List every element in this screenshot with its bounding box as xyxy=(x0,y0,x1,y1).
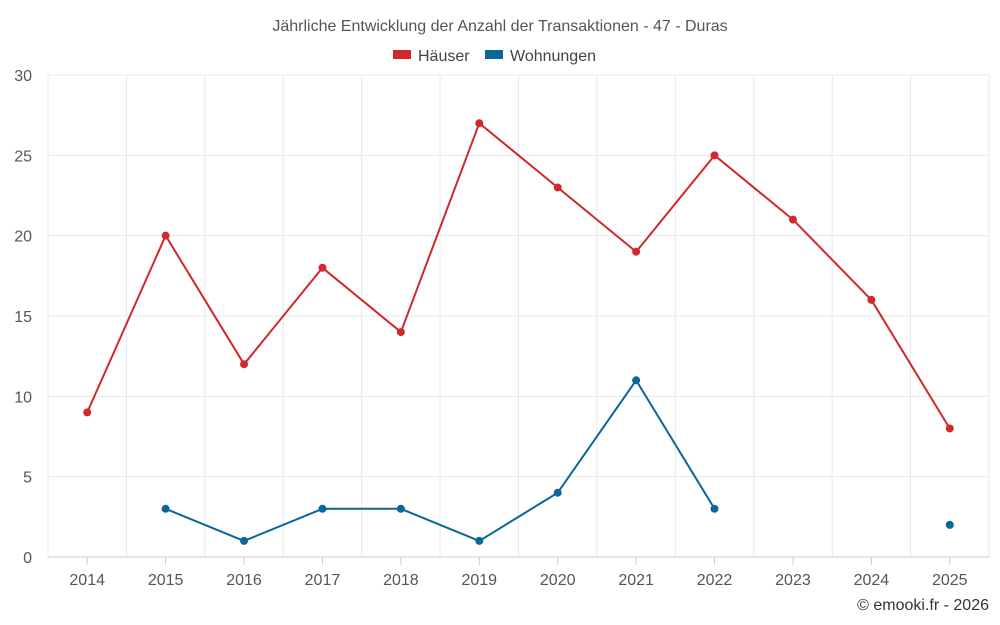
series-layer xyxy=(83,119,954,545)
x-tick-label: 2017 xyxy=(305,572,341,589)
series-haeuser xyxy=(83,119,954,433)
data-point-haeuser[interactable] xyxy=(710,151,719,160)
data-point-haeuser[interactable] xyxy=(945,424,954,433)
data-point-wohnungen[interactable] xyxy=(945,520,954,529)
chart-title: Jährliche Entwicklung der Anzahl der Tra… xyxy=(272,18,727,35)
y-tick-label: 10 xyxy=(14,389,32,406)
data-point-wohnungen[interactable] xyxy=(710,504,719,513)
legend-label-wohnungen: Wohnungen xyxy=(510,48,596,65)
data-point-wohnungen[interactable] xyxy=(632,376,641,385)
legend-swatch-haeuser xyxy=(393,50,411,59)
data-point-haeuser[interactable] xyxy=(161,231,170,240)
data-point-wohnungen[interactable] xyxy=(161,504,170,513)
data-point-haeuser[interactable] xyxy=(632,247,641,256)
series-wohnungen xyxy=(161,376,954,545)
data-point-wohnungen[interactable] xyxy=(240,536,249,545)
data-point-haeuser[interactable] xyxy=(788,215,797,224)
legend-item-haeuser[interactable]: Häuser xyxy=(393,48,470,65)
legend: Häuser Wohnungen xyxy=(393,48,596,65)
x-tick-label: 2023 xyxy=(775,572,811,589)
series-line-haeuser xyxy=(86,122,951,429)
data-point-haeuser[interactable] xyxy=(867,295,876,304)
y-tick-label: 5 xyxy=(23,470,32,487)
data-point-wohnungen[interactable] xyxy=(396,504,405,513)
data-point-haeuser[interactable] xyxy=(553,183,562,192)
credit-text: © emooki.fr - 2026 xyxy=(857,597,989,614)
x-tick-label: 2016 xyxy=(226,572,262,589)
data-point-haeuser[interactable] xyxy=(240,360,249,369)
x-tick-label: 2024 xyxy=(854,572,890,589)
data-point-wohnungen[interactable] xyxy=(553,488,562,497)
grid xyxy=(47,74,990,557)
legend-label-haeuser: Häuser xyxy=(418,48,470,65)
x-tick-label: 2020 xyxy=(540,572,576,589)
legend-item-wohnungen[interactable]: Wohnungen xyxy=(485,48,596,65)
data-point-haeuser[interactable] xyxy=(318,263,327,272)
data-point-haeuser[interactable] xyxy=(83,408,92,417)
data-point-haeuser[interactable] xyxy=(475,119,484,128)
data-point-wohnungen[interactable] xyxy=(475,536,484,545)
data-point-haeuser[interactable] xyxy=(396,328,405,337)
data-point-wohnungen[interactable] xyxy=(318,504,327,513)
x-tick-label: 2022 xyxy=(697,572,733,589)
x-tick-label: 2021 xyxy=(618,572,654,589)
x-tick-label: 2014 xyxy=(69,572,105,589)
x-tick-label: 2015 xyxy=(148,572,184,589)
y-tick-label: 0 xyxy=(23,550,32,567)
y-tick-label: 30 xyxy=(14,68,32,85)
y-tick-label: 20 xyxy=(14,229,32,246)
y-tick-label: 25 xyxy=(14,148,32,165)
y-tick-label: 15 xyxy=(14,309,32,326)
series-line-wohnungen xyxy=(165,379,716,542)
x-tick-label: 2018 xyxy=(383,572,419,589)
x-tick-label: 2025 xyxy=(932,572,968,589)
legend-swatch-wohnungen xyxy=(485,50,503,59)
x-tick-label: 2019 xyxy=(461,572,497,589)
